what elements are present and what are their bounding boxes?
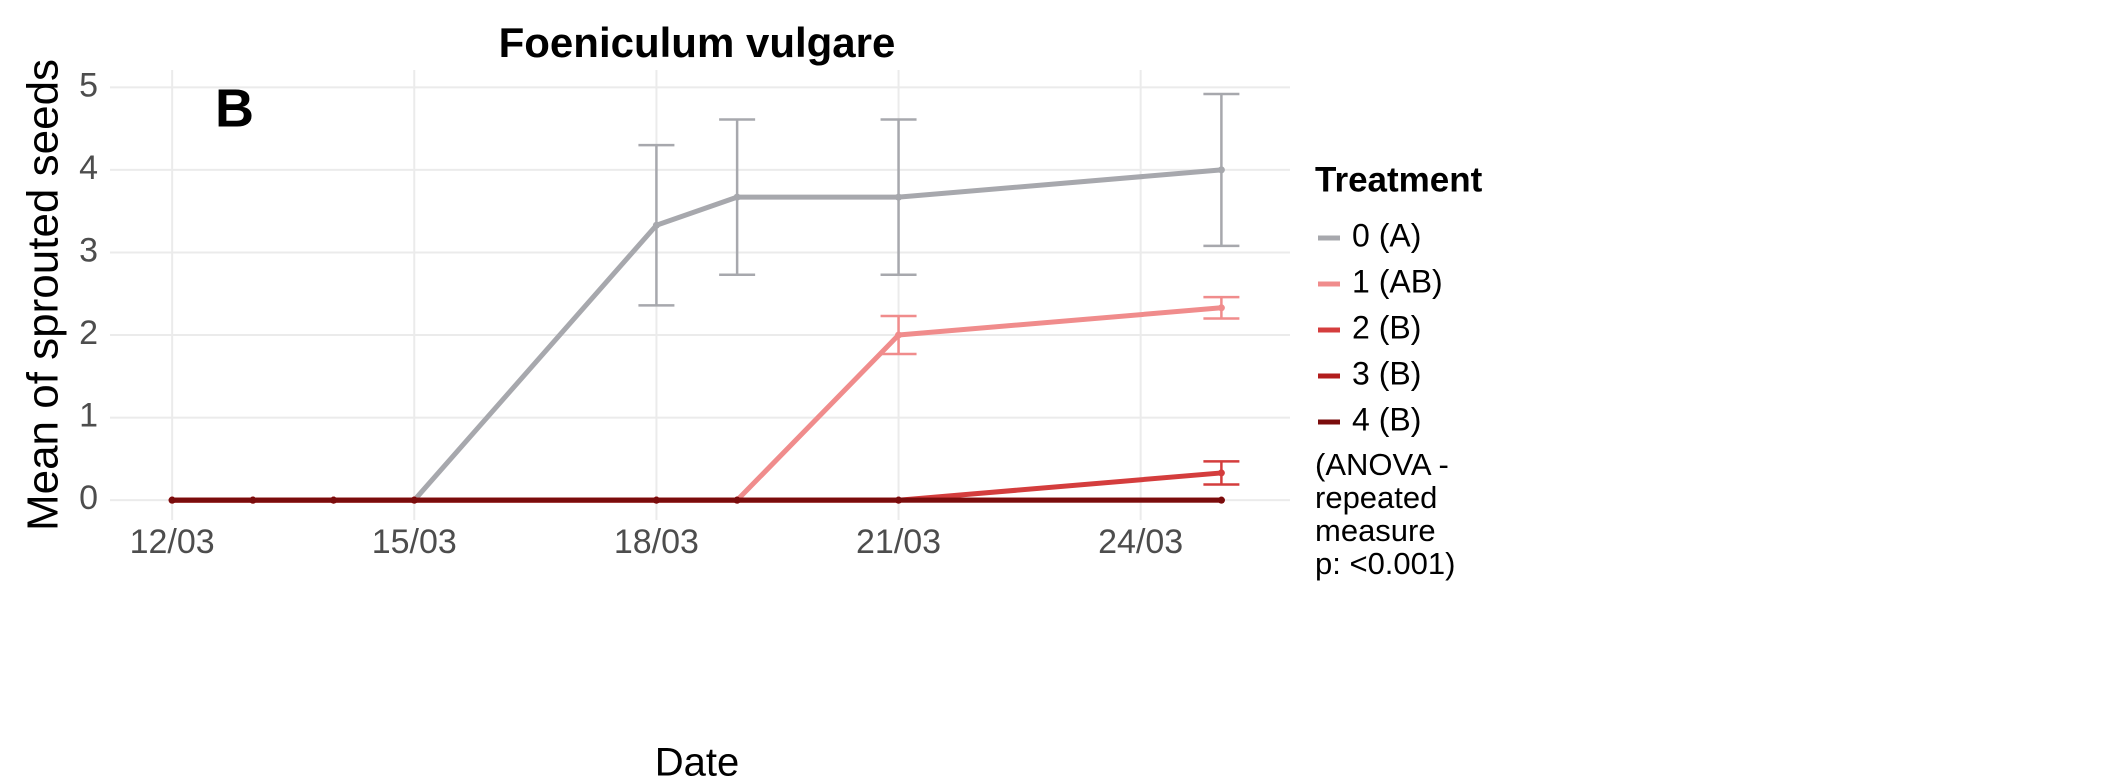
annotation: repeated xyxy=(1315,480,1437,515)
error-bar xyxy=(1203,295,1240,320)
y-tick-label: 4 xyxy=(79,149,98,187)
point xyxy=(249,496,257,504)
x-tick-label: 21/03 xyxy=(856,523,941,561)
x-tick-label: 12/03 xyxy=(130,523,215,561)
point xyxy=(330,496,338,504)
y-tick-label: 0 xyxy=(79,479,98,517)
annotation: p: <0.001) xyxy=(1315,546,1455,581)
point xyxy=(168,496,176,504)
x-tick-label: 18/03 xyxy=(614,523,699,561)
legend-label: 4 (B) xyxy=(1352,401,1421,437)
y-tick-label: 5 xyxy=(79,66,98,104)
series xyxy=(168,460,1240,504)
annotation: measure xyxy=(1315,513,1436,548)
series xyxy=(168,496,1225,504)
legend-label: 0 (A) xyxy=(1352,217,1421,253)
point xyxy=(410,496,418,504)
y-axis-title: Mean of sprouted seeds xyxy=(19,59,68,531)
point xyxy=(895,496,903,504)
y-tick-label: 3 xyxy=(79,231,98,269)
point xyxy=(1217,496,1225,504)
error-bar xyxy=(1203,92,1240,248)
legend-label: 1 (AB) xyxy=(1352,263,1443,299)
error-bar xyxy=(1203,460,1240,486)
x-axis-title: Date xyxy=(655,741,740,783)
line xyxy=(172,470,1222,503)
grid xyxy=(110,70,1290,520)
point xyxy=(733,496,741,504)
series xyxy=(168,295,1240,504)
annotation: (ANOVA - xyxy=(1315,447,1449,482)
series xyxy=(168,92,1240,504)
y-tick-label: 1 xyxy=(79,397,98,435)
point xyxy=(652,496,660,504)
error-bar xyxy=(880,314,917,356)
x-tick-label: 24/03 xyxy=(1098,523,1183,561)
error-bar xyxy=(880,118,917,277)
legend-title: Treatment xyxy=(1315,160,1483,199)
x-tick-label: 15/03 xyxy=(372,523,457,561)
error-bar xyxy=(719,118,756,277)
line xyxy=(172,305,1222,503)
y-tick-label: 2 xyxy=(79,314,98,352)
chart-title: Foeniculum vulgare xyxy=(499,19,896,66)
error-bar xyxy=(638,143,675,307)
legend-label: 3 (B) xyxy=(1352,355,1421,391)
legend-label: 2 (B) xyxy=(1352,309,1421,345)
